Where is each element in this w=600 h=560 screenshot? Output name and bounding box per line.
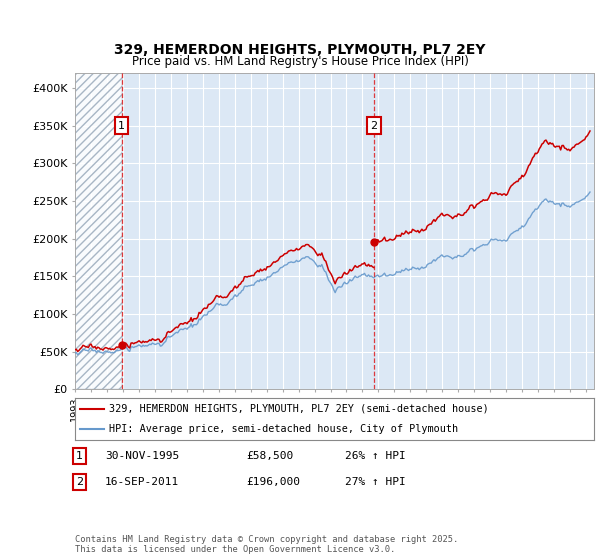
Text: 2: 2 <box>76 477 83 487</box>
Text: 1: 1 <box>118 120 125 130</box>
Text: Contains HM Land Registry data © Crown copyright and database right 2025.
This d: Contains HM Land Registry data © Crown c… <box>75 535 458 554</box>
Text: 329, HEMERDON HEIGHTS, PLYMOUTH, PL7 2EY (semi-detached house): 329, HEMERDON HEIGHTS, PLYMOUTH, PL7 2EY… <box>109 404 488 414</box>
Text: £58,500: £58,500 <box>246 451 293 461</box>
Text: Price paid vs. HM Land Registry's House Price Index (HPI): Price paid vs. HM Land Registry's House … <box>131 55 469 68</box>
Text: 1: 1 <box>76 451 83 461</box>
Text: 16-SEP-2011: 16-SEP-2011 <box>105 477 179 487</box>
Text: 26% ↑ HPI: 26% ↑ HPI <box>345 451 406 461</box>
Text: 30-NOV-1995: 30-NOV-1995 <box>105 451 179 461</box>
Text: 27% ↑ HPI: 27% ↑ HPI <box>345 477 406 487</box>
Text: 2: 2 <box>370 120 377 130</box>
Text: HPI: Average price, semi-detached house, City of Plymouth: HPI: Average price, semi-detached house,… <box>109 424 458 434</box>
Text: 329, HEMERDON HEIGHTS, PLYMOUTH, PL7 2EY: 329, HEMERDON HEIGHTS, PLYMOUTH, PL7 2EY <box>114 43 486 57</box>
Text: £196,000: £196,000 <box>246 477 300 487</box>
Bar <box>75 73 122 389</box>
